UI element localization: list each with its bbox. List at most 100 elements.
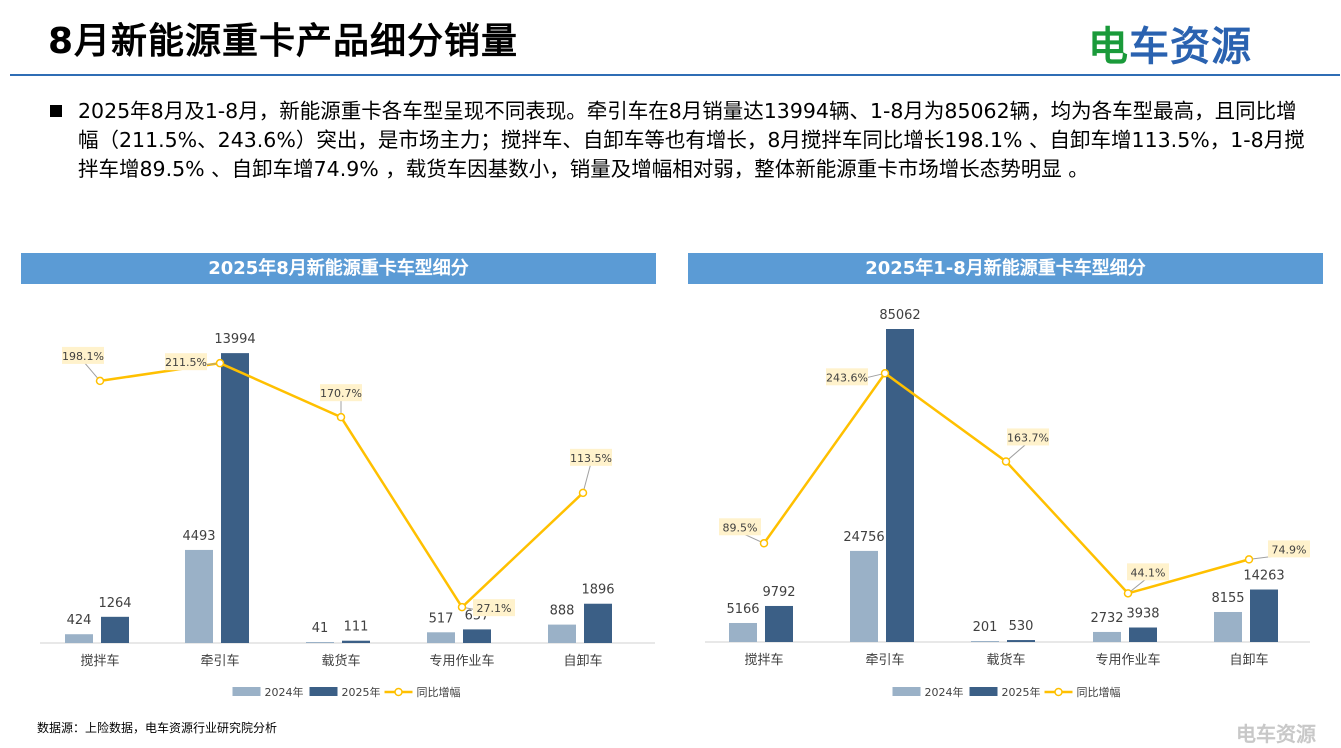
- growth-label: 74.9%: [1272, 543, 1307, 556]
- growth-label-box: [473, 599, 515, 617]
- summary-paragraph: 2025年8月及1-8月，新能源重卡各车型呈现不同表现。牵引车在8月销量达139…: [50, 97, 1310, 184]
- growth-label: 89.5%: [723, 521, 758, 534]
- label-leader: [582, 462, 592, 493]
- bar-2025: [221, 353, 249, 643]
- category-label: 搅拌车: [744, 652, 783, 668]
- bullet-icon: [50, 105, 62, 117]
- bar-value-label: 201: [973, 620, 998, 635]
- legend-line-marker: [394, 687, 403, 697]
- bar-2025: [101, 616, 129, 643]
- growth-label: 113.5%: [570, 452, 612, 465]
- bar-2024: [850, 550, 878, 642]
- growth-label-box: [62, 346, 104, 364]
- brand-logo: 电车资源: [1088, 24, 1252, 70]
- category-label: 自卸车: [1229, 652, 1268, 668]
- bar-value-label: 517: [429, 611, 454, 626]
- growth-label: 198.1%: [62, 350, 104, 363]
- legend-2025: 2025年: [342, 685, 381, 699]
- growth-label: 27.1%: [477, 602, 512, 615]
- bar-2024: [185, 549, 213, 643]
- growth-label-box: [165, 353, 207, 371]
- growth-label: 163.7%: [1007, 431, 1049, 444]
- legend-2024: 2024年: [265, 685, 304, 699]
- growth-label: 170.7%: [320, 387, 362, 400]
- label-leader: [1005, 442, 1029, 462]
- data-source-note: 数据源：上险数据，电车资源行业研究院分析: [37, 721, 278, 735]
- bar-value-label: 13994: [214, 332, 255, 347]
- bar-value-label: 41: [312, 621, 329, 636]
- bar-value-label: 14263: [1243, 569, 1284, 584]
- bar-value-label: 1264: [98, 596, 131, 611]
- growth-label-box: [1007, 428, 1049, 446]
- growth-point: [1244, 555, 1254, 564]
- growth-label: 211.5%: [165, 356, 207, 369]
- bar-value-label: 424: [67, 613, 92, 628]
- bar-2025: [463, 629, 491, 643]
- growth-label: 243.6%: [826, 371, 868, 384]
- bar-2024: [729, 622, 757, 642]
- legend-2025: 2025年: [1002, 685, 1041, 699]
- growth-point: [336, 412, 346, 422]
- legend-growth: 同比增幅: [1077, 685, 1121, 699]
- category-label: 专用作业车: [429, 653, 494, 669]
- legend-2025-swatch: [309, 687, 338, 696]
- summary-text: 2025年8月及1-8月，新能源重卡各车型呈现不同表现。牵引车在8月销量达139…: [78, 99, 1305, 181]
- growth-label-box: [1268, 540, 1310, 558]
- bar-value-label: 4493: [182, 529, 215, 544]
- category-label: 载货车: [321, 653, 360, 669]
- bar-2025: [1129, 627, 1157, 642]
- bar-2024: [1093, 631, 1121, 642]
- bar-2025: [584, 603, 612, 643]
- category-label: 自卸车: [563, 653, 602, 669]
- growth-label-box: [320, 384, 362, 402]
- growth-point: [95, 376, 105, 386]
- growth-label-box: [1127, 563, 1169, 581]
- growth-label-box: [719, 518, 761, 536]
- growth-point: [578, 488, 588, 498]
- bar-2024: [1214, 611, 1242, 642]
- bar-value-label: 2732: [1090, 611, 1123, 626]
- bar-2025: [886, 329, 914, 642]
- growth-label-box: [826, 368, 868, 386]
- growth-point: [759, 539, 769, 548]
- bar-value-label: 9792: [762, 585, 795, 600]
- growth-line: [762, 371, 1250, 595]
- category-label: 牵引车: [865, 652, 904, 668]
- growth-point: [215, 358, 225, 368]
- bar-value-label: 3938: [1126, 607, 1159, 622]
- category-label: 牵引车: [200, 653, 239, 669]
- label-leader: [82, 360, 101, 382]
- bar-value-label: 5166: [726, 602, 759, 617]
- legend-2024: 2024年: [925, 685, 964, 699]
- bar-2025: [765, 605, 793, 642]
- growth-label: 44.1%: [1131, 566, 1166, 579]
- bar-2024: [65, 634, 93, 643]
- bar-value-label: 888: [550, 604, 575, 619]
- bar-2024: [971, 641, 999, 642]
- title-divider: [10, 74, 1340, 76]
- category-label: 专用作业车: [1095, 652, 1160, 668]
- growth-point: [1001, 457, 1011, 466]
- bar-2024: [548, 624, 576, 643]
- bar-value-label: 24756: [843, 530, 884, 545]
- legend-2024-swatch: [892, 687, 921, 696]
- growth-point: [1123, 589, 1133, 598]
- chart-title-august: 2025年8月新能源重卡车型细分: [21, 253, 656, 284]
- growth-point: [457, 602, 467, 612]
- bar-value-label: 1896: [581, 583, 614, 598]
- category-label: 载货车: [986, 652, 1025, 668]
- bar-value-label: 8155: [1211, 591, 1244, 606]
- growth-label-box: [570, 448, 612, 466]
- chart-title-jan-aug: 2025年1-8月新能源重卡车型细分: [688, 253, 1323, 284]
- growth-point: [880, 369, 890, 378]
- watermark: 电车资源: [1236, 722, 1316, 746]
- legend-2025-swatch: [969, 687, 998, 696]
- bar-2025: [342, 640, 370, 643]
- legend-2024-swatch: [232, 687, 261, 696]
- bar-value-label: 85062: [879, 308, 920, 323]
- legend-growth: 同比增幅: [417, 685, 461, 699]
- bar-value-label: 111: [344, 620, 369, 635]
- category-label: 搅拌车: [80, 653, 119, 669]
- legend-line-marker: [1054, 687, 1063, 697]
